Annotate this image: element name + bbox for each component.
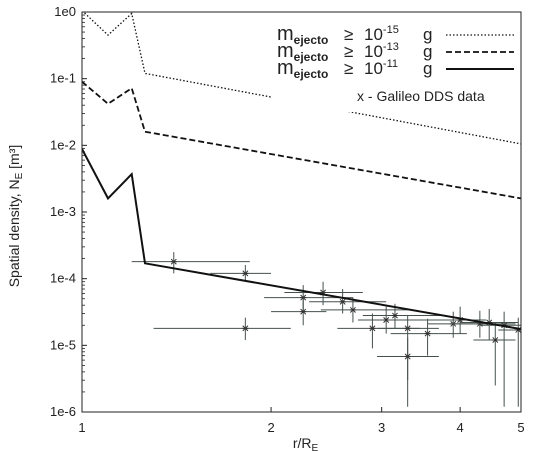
legend-value-base: 10 (364, 59, 383, 78)
axis-layer: 1e0 1e-1 1e-2 1e-3 1e-4 1e-5 1e-61 2 3 4 5 (50, 4, 525, 435)
legend-value: 10-15 (364, 24, 399, 44)
galileo-point (309, 288, 387, 314)
galileo-point (357, 306, 439, 334)
legend-m-sub: ejecto (294, 67, 329, 81)
y-axis-title-main: Spatial density, N (6, 179, 22, 287)
galileo-point (390, 318, 467, 356)
legend-unit: g (423, 42, 432, 61)
legend-m: m (277, 57, 294, 79)
galileo-point (473, 322, 516, 386)
galileo-point (498, 317, 521, 407)
galileo-point (153, 317, 291, 341)
x-tick-label: 3 (378, 420, 385, 435)
legend-unit: g (423, 59, 432, 78)
legend-value: 10-13 (364, 41, 399, 61)
y-axis-title: Spatial density, NE [m³] (6, 145, 25, 288)
legend-value-base: 10 (364, 25, 383, 44)
legend-value-exp: -11 (383, 58, 398, 70)
galileo-data-layer (131, 252, 521, 407)
galileo-point (320, 297, 408, 323)
legend-value-exp: -13 (383, 41, 399, 53)
y-tick-label: 1e-1 (50, 71, 76, 86)
y-tick-label: 1e-6 (50, 404, 76, 419)
y-tick-label: 1e-3 (50, 204, 76, 219)
y-tick-label: 1e-4 (50, 271, 76, 286)
y-tick-label: 1e0 (54, 4, 76, 19)
legend-m-sub: ejecto (294, 33, 329, 47)
legend-m: m (277, 23, 294, 45)
galileo-point (210, 265, 272, 282)
series-line-dotted (82, 12, 521, 145)
y-axis-title-sub: E (14, 172, 25, 179)
legend-relation: ≥ (344, 42, 353, 61)
legend-entry-label: mejecto (277, 23, 328, 47)
y-axis-title-unit: [m³] (6, 145, 22, 173)
galileo-point (377, 337, 439, 381)
legend-note: x - Galileo DDS data (357, 88, 485, 104)
legend-entry-label: mejecto (277, 40, 328, 64)
series-line-dashed (82, 81, 521, 200)
legend-unit: g (423, 25, 432, 44)
x-tick-label: 2 (267, 420, 274, 435)
x-tick-label: 5 (517, 420, 524, 435)
galileo-point (271, 298, 327, 326)
legend-relation: ≥ (344, 59, 353, 78)
legend-value-base: 10 (364, 42, 383, 61)
legend-entry-label: mejecto (277, 57, 328, 81)
legend-background (272, 16, 518, 112)
legend-m-sub: ejecto (294, 50, 329, 64)
legend-entry: mejecto ≥10-13 g (277, 40, 514, 64)
galileo-point (131, 252, 250, 274)
series-layer (82, 12, 521, 331)
x-tick-label: 4 (457, 420, 464, 435)
legend-m: m (277, 40, 294, 62)
legend-entry: mejecto ≥10-15 g (277, 23, 514, 47)
series-line-solid (82, 148, 521, 331)
x-tick-label: 1 (78, 420, 85, 435)
x-axis-title-sub: E (312, 443, 319, 451)
y-tick-label: 1e-5 (50, 337, 76, 352)
legend-value-exp: -15 (383, 24, 399, 36)
legend-relation: ≥ (344, 25, 353, 44)
legend-entry: mejecto ≥10-11 g (277, 57, 514, 81)
x-axis-title: r/RE (293, 435, 319, 451)
x-axis-title-main: r/R (293, 435, 312, 451)
legend-value: 10-11 (364, 58, 398, 78)
y-tick-label: 1e-2 (50, 137, 76, 152)
